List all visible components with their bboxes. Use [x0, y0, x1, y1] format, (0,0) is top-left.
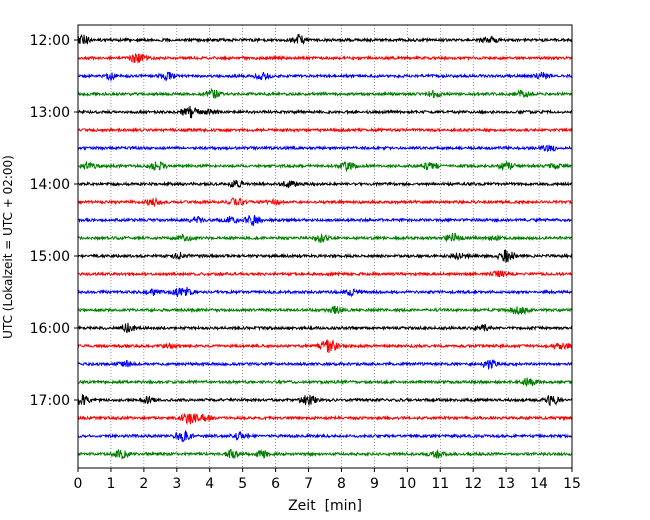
- x-tick-label: 12: [464, 476, 482, 492]
- trace-line: [77, 53, 573, 64]
- y-axis-label: UTC (Lokalzeit = UTC + 02:00): [1, 155, 15, 339]
- x-tick-label: 5: [238, 476, 247, 492]
- x-tick-label: 13: [497, 476, 515, 492]
- traces: [77, 33, 573, 460]
- trace-line: [77, 322, 573, 334]
- trace-line: [77, 160, 573, 173]
- trace-line: [77, 413, 573, 425]
- trace-line: [77, 144, 573, 153]
- y-tick-label: 14:00: [30, 177, 70, 193]
- trace-line: [77, 305, 573, 316]
- plot-frame: [77, 24, 573, 469]
- trace-line: [77, 33, 573, 45]
- plot-background: [78, 25, 572, 468]
- y-axis: 12:00 13:00 14:00 15:00 16:00 17:00: [30, 33, 78, 409]
- x-tick-label: 7: [304, 476, 313, 492]
- trace-line: [77, 429, 573, 443]
- trace-line: [77, 249, 573, 264]
- y-tick-label: 16:00: [30, 321, 70, 337]
- x-tick-label: 6: [271, 476, 280, 492]
- x-axis-label: Zeit [min]: [288, 498, 362, 514]
- x-tick-label: 0: [74, 476, 83, 492]
- trace-line: [77, 359, 573, 371]
- x-tick-label: 9: [370, 476, 379, 492]
- trace-line: [77, 339, 573, 353]
- trace-line: [77, 448, 573, 460]
- x-tick-label: 1: [106, 476, 115, 492]
- x-tick-label: 8: [337, 476, 346, 492]
- x-tick-label: 3: [172, 476, 181, 492]
- x-tick-label: 10: [398, 476, 416, 492]
- trace-line: [77, 105, 573, 119]
- y-tick-label: 12:00: [30, 33, 70, 49]
- y-tick-label: 15:00: [30, 249, 70, 265]
- x-axis: 0 1 2 3 4 5 6 7 8 9 10 11 12 13 14 15: [74, 468, 581, 492]
- trace-line: [77, 126, 573, 134]
- trace-line: [77, 286, 573, 298]
- x-tick-label: 2: [139, 476, 148, 492]
- trace-line: [77, 71, 573, 82]
- trace-line: [77, 87, 573, 99]
- trace-line: [77, 377, 573, 387]
- x-tick-label: 11: [431, 476, 449, 492]
- x-tick-label: 14: [530, 476, 548, 492]
- trace-line: [77, 394, 573, 407]
- trace-line: [77, 270, 573, 278]
- trace-line: [77, 196, 573, 208]
- trace-line: [77, 214, 573, 227]
- y-tick-label: 13:00: [30, 105, 70, 121]
- trace-line: [77, 179, 573, 189]
- y-tick-label: 17:00: [30, 393, 70, 409]
- x-tick-label: 4: [205, 476, 214, 492]
- trace-line: [77, 232, 573, 244]
- x-tick-label: 15: [563, 476, 581, 492]
